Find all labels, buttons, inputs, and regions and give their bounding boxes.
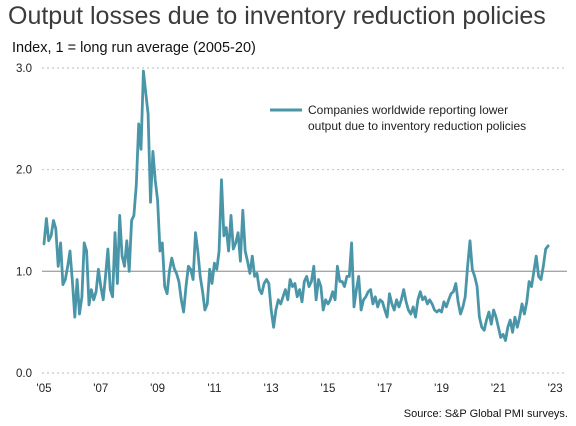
y-tick-label: 1.0 (16, 266, 32, 278)
x-tick-label: '09 (150, 383, 165, 395)
y-axis-ticks: 0.0 1.0 2.0 3.0 (16, 63, 32, 380)
series-layer (42, 69, 550, 342)
x-tick-label: '05 (37, 383, 52, 395)
y-tick-label: 3.0 (16, 63, 32, 75)
chart-title: Output losses due to inventory reduction… (8, 2, 546, 30)
x-tick-label: '17 (377, 383, 392, 395)
x-tick-label: '13 (264, 383, 279, 395)
x-tick-label: '15 (320, 383, 335, 395)
legend-label-line2: output due to inventory reduction polici… (308, 119, 526, 133)
x-tick-label: '23 (548, 383, 563, 395)
legend: Companies worldwide reporting lower outp… (270, 103, 526, 133)
y-axis-label: Index, 1 = long run average (2005-20) (12, 40, 256, 56)
legend-label-line1: Companies worldwide reporting lower (308, 103, 508, 117)
y-tick-label: 0.0 (16, 368, 32, 380)
y-tick-label: 2.0 (16, 165, 32, 177)
x-tick-label: '21 (491, 383, 506, 395)
x-axis-ticks: '05 '07 '09 '11 '13 '15 '17 '19 '21 '23 (37, 383, 563, 395)
x-tick-label: '19 (434, 383, 449, 395)
source-note: Source: S&P Global PMI surveys. (403, 408, 568, 420)
series-line (42, 69, 550, 342)
x-tick-label: '11 (207, 383, 221, 395)
x-tick-label: '07 (93, 383, 108, 395)
